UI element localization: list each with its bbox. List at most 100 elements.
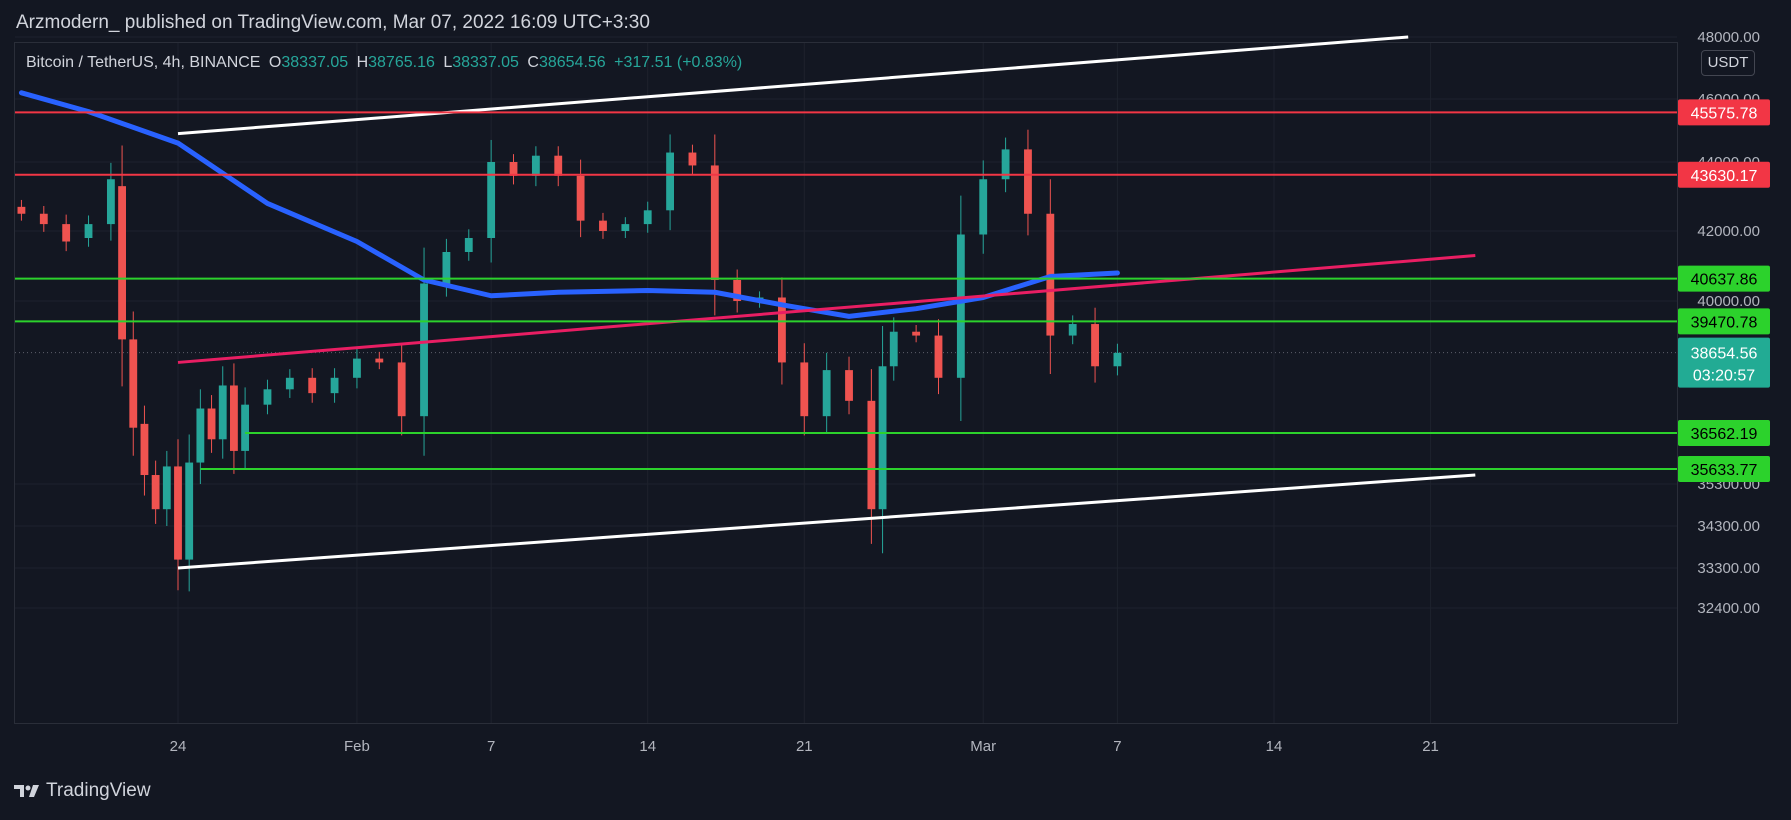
x-tick-label: Mar	[970, 738, 996, 755]
candle-body	[241, 404, 250, 451]
top-bar: Arzmodern_ published on TradingView.com,…	[0, 0, 1791, 42]
open-label: O	[268, 54, 282, 71]
level-price-badge	[1678, 265, 1770, 292]
chart-svg[interactable]: 48000.0046000.0044000.0042000.0040000.00…	[0, 0, 1791, 770]
x-tick-label: 21	[1422, 738, 1439, 755]
candle-body	[151, 475, 160, 510]
candle-body	[621, 224, 630, 231]
candle-body	[487, 162, 496, 238]
candle-body	[140, 423, 149, 476]
candle-body	[576, 175, 585, 221]
symbol-name[interactable]: Bitcoin / TetherUS, 4h, BINANCE	[26, 54, 261, 71]
chart-pane[interactable]	[14, 42, 1678, 724]
candle-body	[162, 466, 171, 510]
candle-body	[934, 335, 943, 378]
candle-body	[285, 377, 294, 390]
candle-body	[666, 152, 674, 211]
level-price-label: 45575.78	[1691, 105, 1758, 122]
x-tick-label: 24	[170, 738, 187, 755]
tradingview-logo-icon	[14, 785, 39, 797]
y-tick-label: 32400.00	[1697, 600, 1760, 617]
candle-body	[979, 179, 988, 235]
candle-body	[889, 331, 898, 367]
currency-badge[interactable]: USDT	[1701, 50, 1755, 76]
candle-body	[878, 366, 887, 510]
candle-body	[710, 165, 719, 280]
level-price-badge	[1678, 99, 1770, 126]
candle-body	[509, 162, 518, 176]
candle-body	[778, 297, 786, 363]
y-tick-label: 40000.00	[1697, 293, 1760, 310]
candle-body	[62, 224, 71, 242]
x-tick-label: 14	[1266, 738, 1283, 755]
current-price-label: 38654.56	[1691, 346, 1758, 363]
level-price-label: 36562.19	[1691, 426, 1758, 443]
candle-body	[464, 238, 473, 252]
countdown-label: 03:20:57	[1693, 368, 1755, 385]
candle-body	[688, 152, 697, 166]
x-tick-label: 7	[487, 738, 495, 755]
high-value: 38765.16	[368, 54, 435, 71]
candle-body	[1068, 324, 1077, 336]
candle-body	[17, 206, 26, 214]
level-price-badge	[1678, 308, 1770, 335]
level-price-label: 43630.17	[1691, 168, 1758, 185]
candle-body	[733, 280, 742, 301]
x-tick-label: 21	[796, 738, 813, 755]
current-price-badge	[1678, 337, 1770, 388]
candle-body	[1024, 149, 1032, 214]
candle-body	[174, 466, 182, 560]
close-value: 38654.56	[538, 54, 606, 71]
x-tick-label: Feb	[344, 738, 370, 755]
level-price-label: 39470.78	[1691, 314, 1758, 331]
candle-body	[800, 362, 809, 417]
candle-body	[39, 213, 48, 225]
symbol-legend[interactable]: Bitcoin / TetherUS, 4h, BINANCE O38337.0…	[26, 54, 746, 72]
moving-average-line	[18, 90, 1120, 319]
candle-body	[867, 400, 876, 510]
candle-body	[196, 408, 205, 463]
candle-body	[531, 155, 540, 176]
candle-body	[554, 155, 563, 176]
candle-body	[420, 283, 428, 417]
tradingview-logo-text: TradingView	[46, 780, 151, 801]
candle-body	[218, 385, 227, 440]
y-tick-label: 33300.00	[1697, 560, 1760, 577]
y-tick-label: 42000.00	[1697, 223, 1760, 240]
candle-body	[263, 389, 272, 405]
candle-body	[84, 224, 93, 238]
candle-body	[912, 331, 921, 336]
candle-body	[129, 339, 138, 428]
candle-body	[118, 186, 126, 340]
candle-body	[207, 408, 216, 440]
footer	[0, 770, 1791, 820]
candle-body	[353, 358, 361, 378]
candle-body	[956, 234, 965, 378]
level-price-badge	[1678, 420, 1770, 446]
level-price-label: 35633.77	[1691, 462, 1758, 479]
candle-body	[106, 179, 115, 225]
trend-line-pink-trend	[177, 254, 1476, 364]
x-tick-label: 7	[1113, 738, 1121, 755]
high-label: H	[356, 54, 369, 71]
publish-info: Arzmodern_ published on TradingView.com,…	[16, 12, 650, 33]
change-value: +317.51 (+0.83%)	[614, 54, 743, 71]
candle-body	[230, 385, 238, 451]
level-price-badge	[1678, 161, 1770, 188]
candle-body	[1091, 324, 1099, 367]
low-label: L	[443, 54, 453, 71]
candle-body	[375, 358, 384, 363]
level-price-label: 40637.86	[1691, 272, 1758, 289]
open-value: 38337.05	[281, 54, 349, 71]
low-value: 38337.05	[452, 54, 519, 71]
candle-body	[1001, 149, 1010, 180]
candle-body	[643, 210, 652, 225]
tradingview-logo[interactable]: TradingView	[14, 780, 151, 802]
candle-body	[599, 220, 607, 231]
candle-body	[330, 377, 339, 394]
candle-body	[845, 370, 853, 401]
level-price-badge	[1678, 456, 1770, 482]
trend-line-lower-channel	[177, 473, 1476, 570]
candle-body	[822, 370, 831, 417]
y-tick-label: 48000.00	[1697, 29, 1760, 46]
